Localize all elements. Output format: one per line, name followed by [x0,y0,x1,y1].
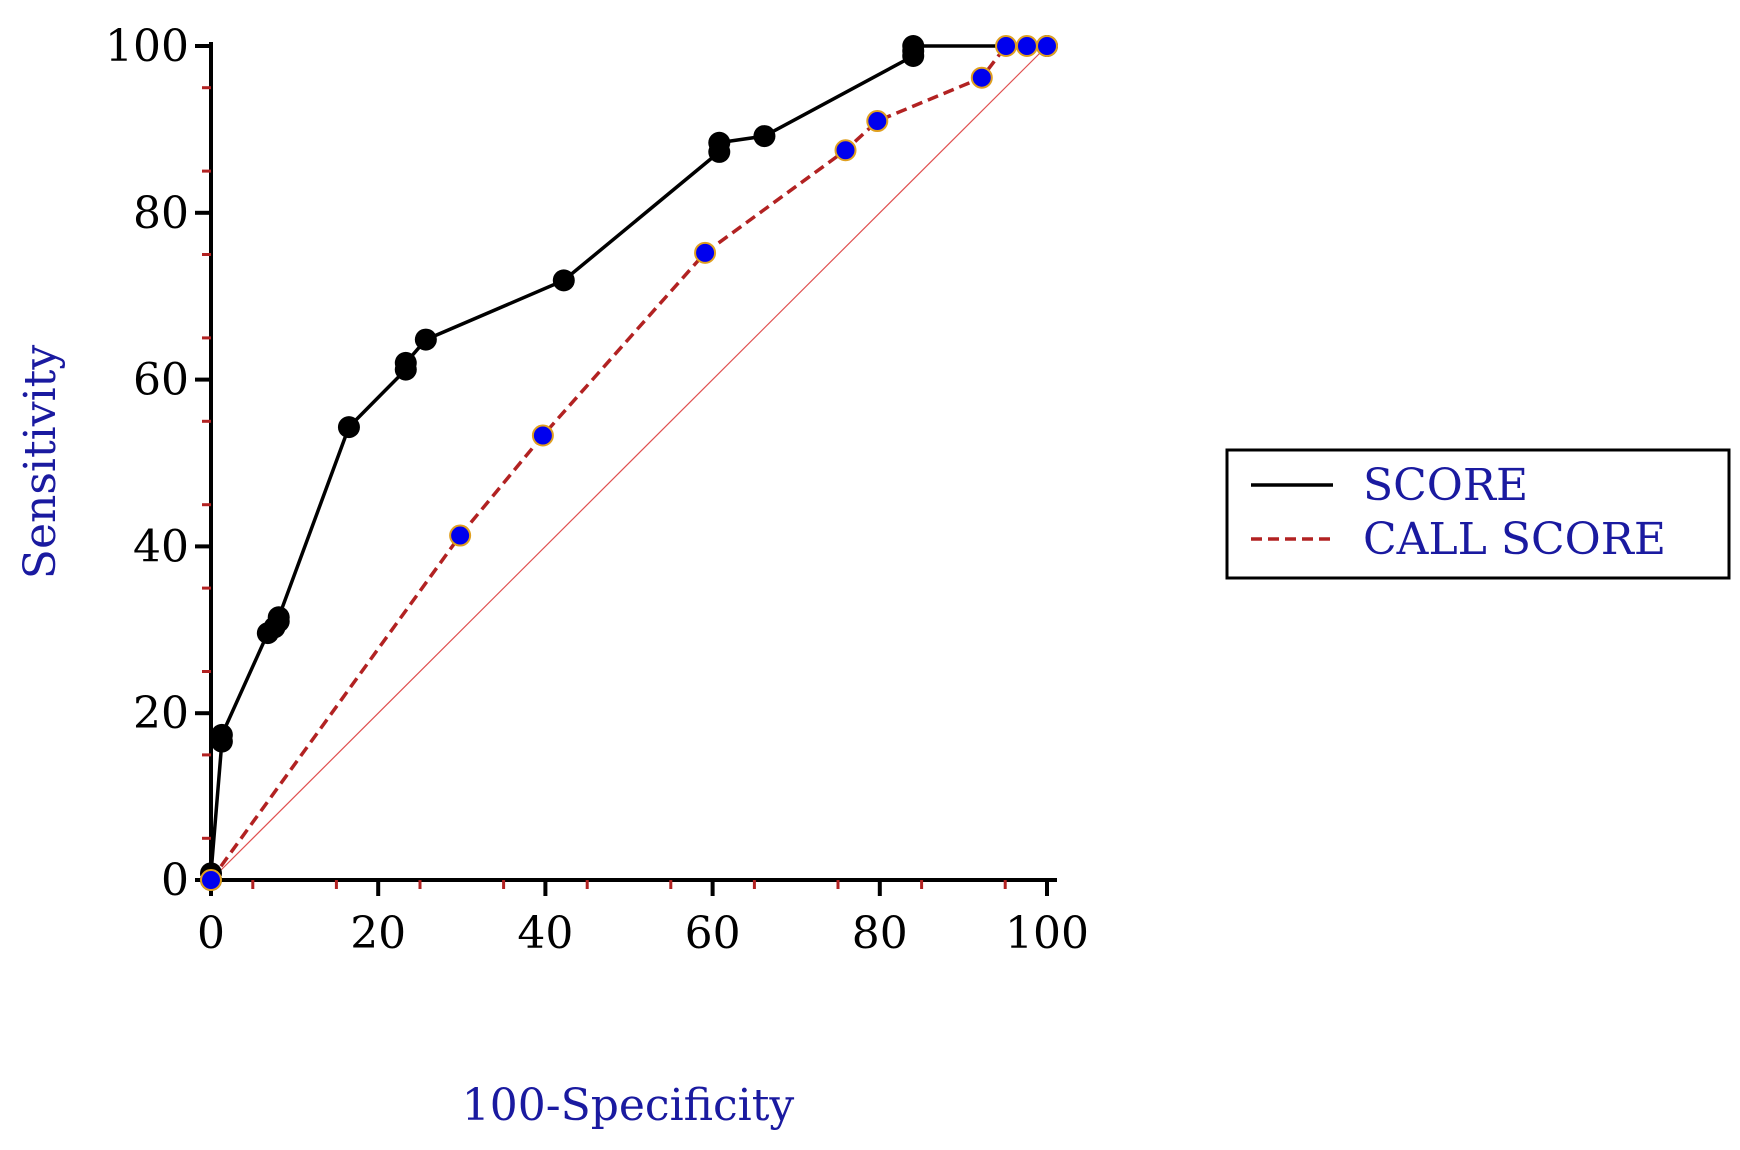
y-axis-title: Sensitivity [15,345,66,580]
score-point [267,606,290,629]
call-score-point [995,35,1018,57]
score-point [753,125,776,148]
y-tick-label: 0 [161,855,189,906]
call-score-point [834,139,857,162]
score-point [708,131,731,154]
y-tick-label: 60 [133,355,189,406]
reference-line-layer [210,45,1048,881]
score-point [552,269,575,292]
x-tick-label: 60 [685,908,741,959]
x-tick-label: 40 [517,908,573,959]
x-tick-label: 80 [852,908,908,959]
call-score-point [970,66,993,89]
y-tick-label: 20 [133,688,189,739]
x-axis-title: 100-Specificity [462,1080,795,1131]
score-point [414,328,437,351]
x-tick-label: 0 [197,908,225,959]
call-score-point [1015,35,1038,57]
score-point [210,723,233,746]
reference-diagonal-line [210,45,1048,881]
call-score-point [866,110,889,133]
score-point [902,35,925,57]
x-tick-label: 20 [350,908,406,959]
score-point [337,416,360,439]
call-score-point [531,424,554,447]
y-tick-label: 40 [133,521,189,572]
marker-layer [200,35,1058,891]
legend-box [1225,448,1731,580]
y-tick-label: 100 [105,21,189,72]
call-score-point [449,524,472,547]
call-score-point [1036,35,1058,57]
x-tick-label: 100 [1005,908,1089,959]
score-point [394,351,417,374]
call-score-point [200,869,222,891]
ticks-layer: 0 20 40 60 80 100 0 20 40 60 80 100 [105,21,1089,959]
legend: SCORE CALL SCORE [1225,448,1731,580]
legend-label-score: SCORE [1363,460,1528,511]
y-tick-label: 80 [133,188,189,239]
legend-label-call-score: CALL SCORE [1363,514,1666,565]
call-score-point [694,241,717,264]
